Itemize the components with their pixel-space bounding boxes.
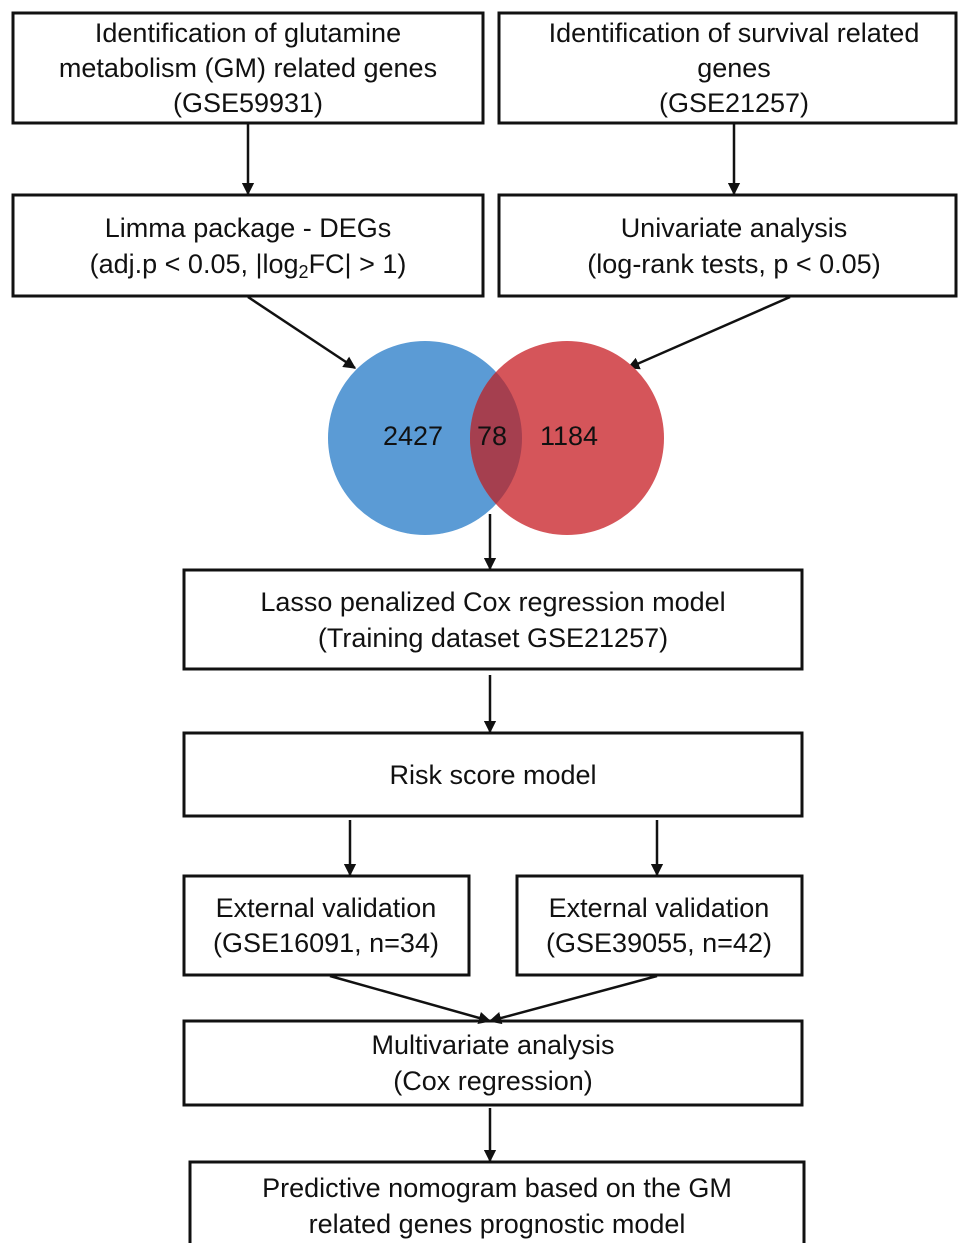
box-text: Univariate analysis (621, 213, 848, 243)
venn-count: 2427 (383, 421, 443, 451)
box-text: Predictive nomogram based on the GM (262, 1173, 732, 1203)
box (497, 11, 958, 125)
box (11, 11, 485, 125)
arrow (488, 974, 658, 1025)
box-text: External validation (549, 893, 770, 923)
box-text: metabolism (GM) related genes (59, 53, 437, 83)
venn-count: 1184 (540, 421, 598, 451)
box (11, 193, 485, 298)
box-text: (GSE59931) (173, 88, 323, 118)
formula-part: FC| > 1) (309, 249, 407, 279)
box (182, 568, 804, 671)
box-text: (Cox regression) (393, 1066, 593, 1096)
venn-right (470, 341, 664, 535)
box-text: (adj.p < 0.05, |log2FC| > 1) (90, 249, 407, 282)
box-text: (Training dataset GSE21257) (318, 623, 668, 653)
box-text: External validation (216, 893, 437, 923)
arrow (247, 295, 357, 370)
venn-count: 78 (477, 421, 507, 451)
box-text: (log-rank tests, p < 0.05) (587, 249, 880, 279)
arrow (626, 295, 791, 370)
formula-subscript: 2 (299, 262, 309, 282)
box-text: Identification of glutamine (95, 18, 401, 48)
box-text: Lasso penalized Cox regression model (260, 587, 725, 617)
box (497, 193, 958, 298)
box-text: Identification of survival related (549, 18, 920, 48)
box-text: Risk score model (389, 760, 596, 790)
box-text: related genes prognostic model (309, 1209, 686, 1239)
box-text: (GSE16091, n=34) (213, 928, 439, 958)
box (515, 874, 804, 977)
box-text: Limma package - DEGs (105, 213, 392, 243)
box-text: (GSE39055, n=42) (546, 928, 772, 958)
box (182, 1019, 804, 1107)
box (182, 874, 471, 977)
venn-left (328, 341, 522, 535)
box-text: Multivariate analysis (371, 1030, 614, 1060)
formula-part: (adj.p < 0.05, |log (90, 249, 299, 279)
box (188, 1160, 806, 1243)
box-text: (GSE21257) (659, 88, 809, 118)
arrow (329, 974, 492, 1024)
box-text: genes (697, 53, 771, 83)
